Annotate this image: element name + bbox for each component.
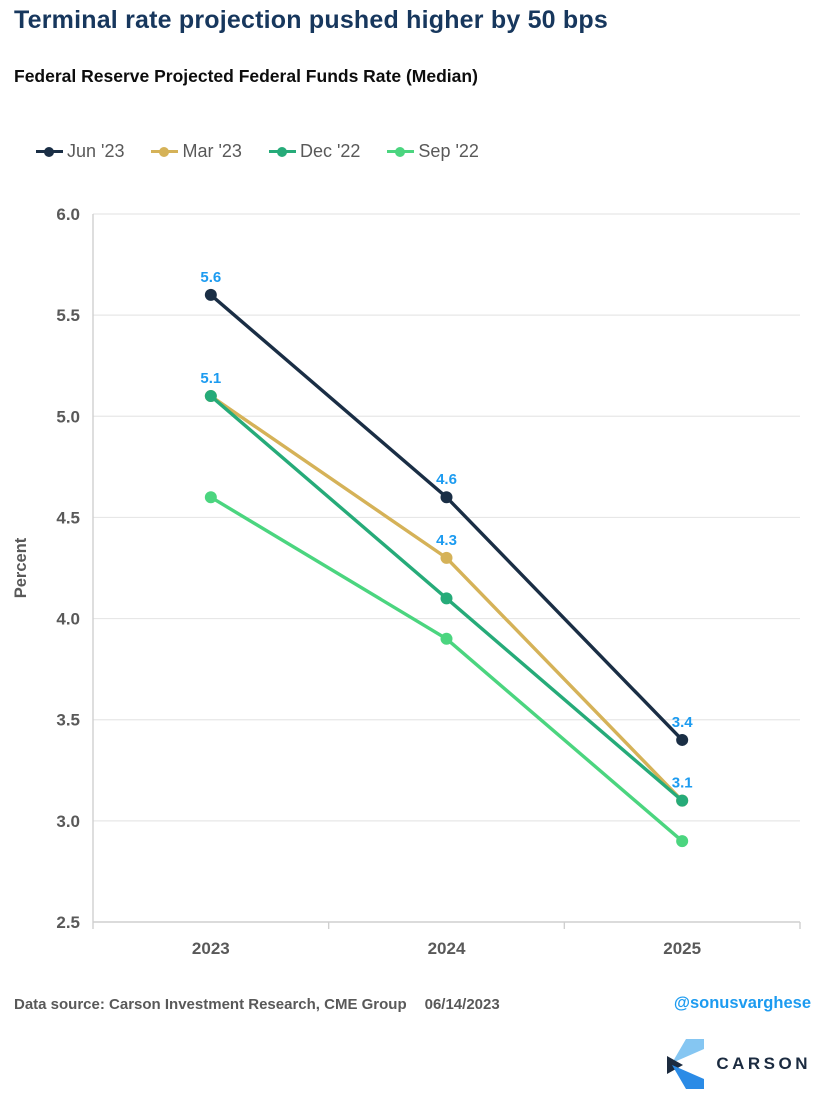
- x-tick-label: 2023: [192, 939, 230, 958]
- data-point: [440, 592, 453, 605]
- data-point: [676, 835, 689, 848]
- twitter-handle: @sonusvarghese: [673, 994, 811, 1012]
- data-point: [204, 390, 217, 403]
- legend-label: Jun '23: [67, 141, 125, 161]
- y-tick-label: 3.5: [56, 711, 80, 730]
- chart-canvas: 2.5 3.0 3.5 4.0 4.5 5.0 5.5 6.0 2023 2024 2025 Perc…: [12, 205, 801, 958]
- x-tick-label: 2024: [428, 939, 466, 958]
- data-point-label: 3.1: [672, 775, 693, 792]
- data-point: [440, 551, 453, 564]
- data-point-label: 4.6: [436, 471, 457, 488]
- page-title: Terminal rate projection pushed higher b…: [14, 6, 608, 34]
- legend: Jun '23 Mar '23 Dec '22 Sep '22: [36, 141, 479, 162]
- legend-marker-icon: [268, 146, 296, 158]
- series-dec-22: [204, 390, 689, 807]
- legend-item-mar-23: Mar '23: [151, 141, 242, 162]
- legend-label: Sep '22: [418, 141, 479, 161]
- chart-date: 06/14/2023: [424, 996, 500, 1013]
- series-jun-23: [204, 288, 689, 746]
- data-point-label: 3.4: [672, 714, 694, 731]
- legend-marker-icon: [387, 146, 415, 158]
- legend-item-jun-23: Jun '23: [36, 141, 124, 162]
- y-tick-label: 5.5: [56, 306, 80, 325]
- y-axis-label: Percent: [12, 537, 30, 598]
- carson-logo-text: CARSON: [716, 1054, 811, 1073]
- legend-label: Mar '23: [182, 141, 242, 161]
- data-point: [676, 733, 689, 746]
- data-labels: 4.3 5.1 3.1 5.6 4.6 3.4: [200, 269, 693, 792]
- gridlines: [93, 213, 800, 822]
- legend-item-dec-22: Dec '22: [268, 141, 361, 162]
- legend-label: Dec '22: [299, 141, 361, 161]
- data-point-label: 5.6: [200, 269, 221, 286]
- carson-logo: CARSON: [666, 1038, 811, 1090]
- y-tick-label: 5.0: [56, 407, 80, 426]
- data-point: [440, 491, 453, 504]
- series-sep-22: [204, 491, 689, 848]
- data-point-label: 4.3: [436, 532, 457, 549]
- y-tick-label: 4.5: [56, 508, 80, 527]
- carson-logo-icon: [667, 1039, 705, 1089]
- data-point: [440, 632, 453, 645]
- data-point: [204, 491, 217, 504]
- axes: [92, 214, 801, 929]
- y-tick-label: 3.0: [56, 812, 80, 831]
- data-source: Data source: Carson Investment Research,…: [14, 996, 500, 1013]
- legend-marker-icon: [36, 146, 63, 158]
- legend-marker-icon: [151, 146, 179, 158]
- data-point: [204, 288, 217, 301]
- x-tick-label: 2025: [663, 939, 701, 958]
- legend-item-sep-22: Sep '22: [387, 141, 479, 162]
- y-tick-label: 4.0: [56, 610, 80, 629]
- data-point: [676, 794, 689, 807]
- chart-subtitle: Federal Reserve Projected Federal Funds …: [14, 66, 478, 86]
- data-source-text: Data source: Carson Investment Research,…: [14, 996, 407, 1013]
- y-tick-label: 2.5: [56, 913, 80, 932]
- y-tick-label: 6.0: [56, 205, 80, 224]
- data-point-label: 5.1: [200, 370, 221, 387]
